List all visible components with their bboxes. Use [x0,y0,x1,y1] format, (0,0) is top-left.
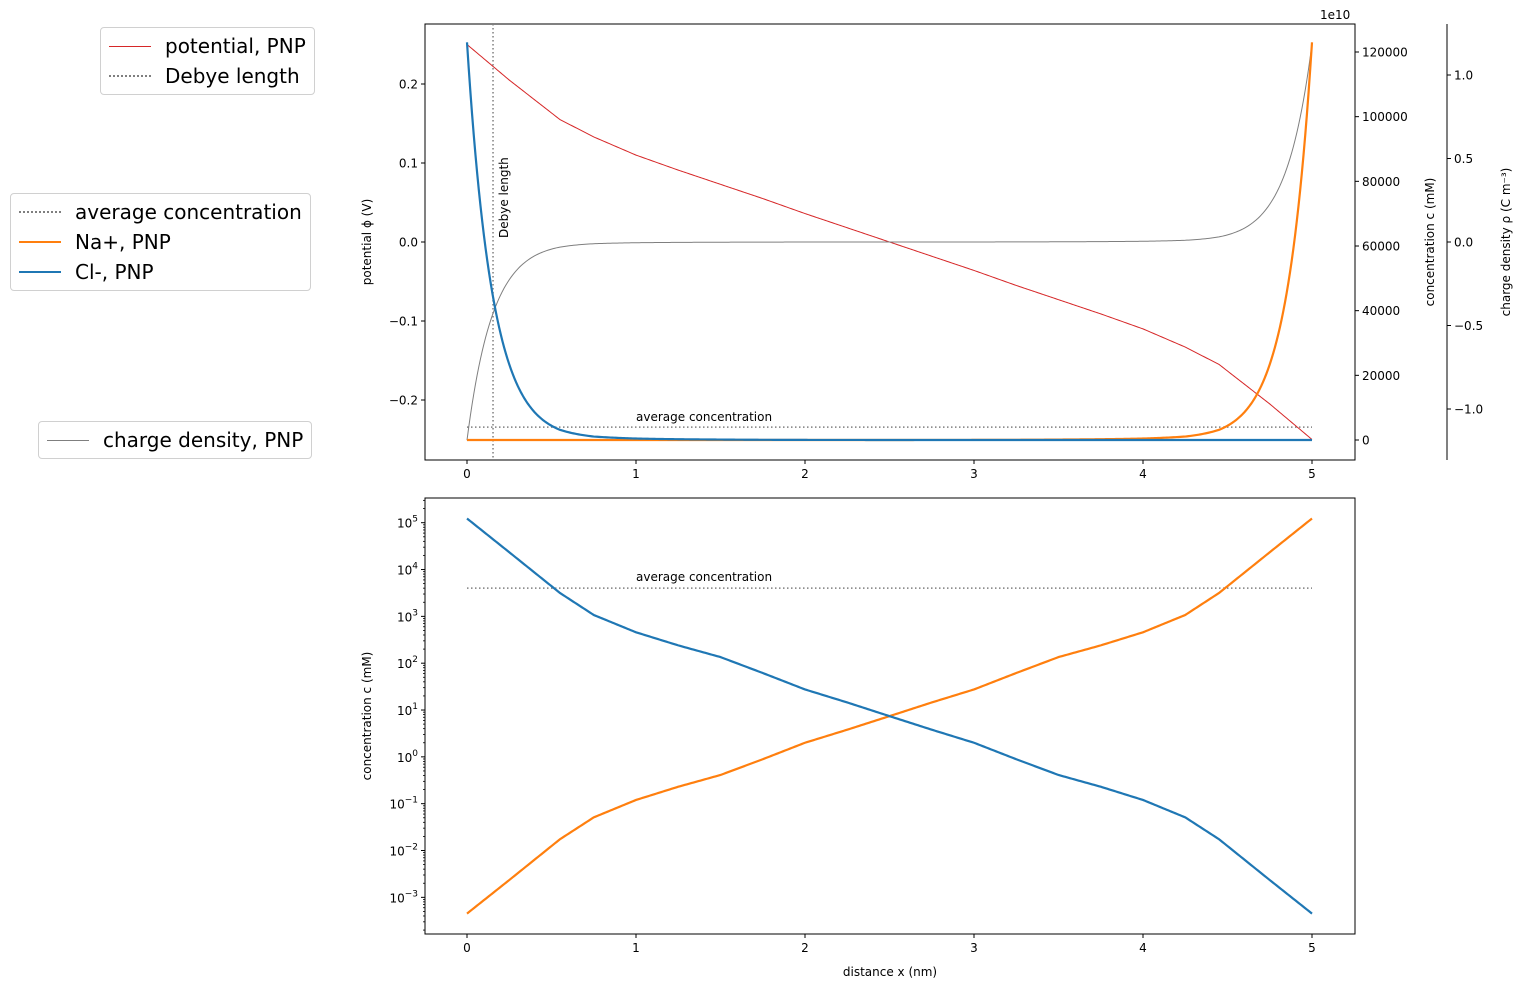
top-panel: 0 1 2 3 4 5 −0.2 −0.1 0.0 0.1 0.2 potential ϕ (V) 0 2… [360,8,1513,481]
log-tick-exponent: −1 [405,796,418,806]
potential-ytick-label: 0.1 [399,157,418,171]
log-tick-base: 10 [397,517,412,531]
potential-ytick-label: −0.2 [389,394,418,408]
log-ytick-label: 105 [397,515,418,531]
top-xtick-label: 2 [801,467,809,481]
concentration-axis-label: concentration c (mM) [1423,178,1437,307]
bottom-xtick-label: 5 [1308,941,1316,955]
legend-entry: potential, PNP [109,31,306,61]
top-xtick-label: 1 [632,467,640,481]
legend-label: Debye length [165,64,300,88]
concentration-ytick-label: 40000 [1362,304,1400,318]
concentration-ytick-label: 60000 [1362,240,1400,254]
debye-length-label: Debye length [497,157,511,238]
top-xtick-label: 4 [1139,467,1147,481]
log-ytick-label: 103 [397,608,418,624]
log-tick-exponent: −2 [405,843,418,853]
legend-label: average concentration [75,200,302,224]
bottom-average-concentration-label: average concentration [636,570,772,584]
legend-swatch [109,45,151,47]
legend-entry: charge density, PNP [47,425,303,455]
legend-swatch [19,211,61,213]
bottom-plot-frame [424,497,1356,935]
legend-entry: Debye length [109,61,306,91]
concentration-ytick-label: 100000 [1362,110,1408,124]
legend-swatch [19,271,61,273]
bottom-concentration-axis-label: concentration c (mM) [360,652,374,781]
log-ytick-label: 102 [397,655,418,671]
charge-density-ytick-label: 0.5 [1454,152,1473,166]
log-tick-exponent: 2 [412,655,418,665]
legend-concentration: average concentration Na+, PNP Cl-, PNP [10,193,311,291]
log-tick-exponent: 4 [412,562,418,572]
log-tick-exponent: −3 [405,889,418,899]
bottom-cl-concentration-line [466,517,1313,915]
na-concentration-line [467,42,1314,442]
log-tick-base: 10 [397,751,412,765]
charge-density-ytick-label: 0.0 [1454,236,1473,250]
concentration-ytick-label: 20000 [1362,369,1400,383]
log-tick-exponent: 0 [412,749,418,759]
log-tick-base: 10 [397,610,412,624]
bottom-xtick-label: 2 [801,941,809,955]
potential-ytick-label: 0.0 [399,236,418,250]
legend-label: charge density, PNP [103,428,304,452]
concentration-ytick-label: 0 [1362,434,1370,448]
top-xtick-label: 3 [970,467,978,481]
legend-entry: Cl-, PNP [19,257,302,287]
concentration-ytick-label: 120000 [1362,46,1408,60]
charge-density-line [466,43,1313,441]
log-tick-base: 10 [397,657,412,671]
log-ytick-label: 10−3 [389,889,418,905]
bottom-xtick-label: 0 [463,941,471,955]
potential-axis-label: potential ϕ (V) [360,199,374,286]
bottom-panel: 0 1 2 3 4 510510410310210110010−110−210−3conc… [360,497,1356,979]
legend-entry: Na+, PNP [19,227,302,257]
log-tick-exponent: 5 [412,515,418,525]
log-tick-base: 10 [389,845,404,859]
legend-charge-density: charge density, PNP [38,421,313,459]
legend-label: Na+, PNP [75,230,171,254]
log-ytick-label: 104 [397,562,418,578]
cl-concentration-line [465,42,1312,442]
charge-density-ytick-label: −1.0 [1454,403,1483,417]
legend-label: potential, PNP [165,34,306,58]
distance-axis-label: distance x (nm) [843,965,937,979]
legend-swatch [109,75,151,77]
bottom-xtick-label: 1 [632,941,640,955]
log-tick-exponent: 1 [412,702,418,712]
log-tick-base: 10 [389,891,404,905]
potential-ytick-label: 0.2 [399,78,418,92]
log-ytick-label: 101 [397,702,418,718]
log-tick-exponent: 3 [412,608,418,618]
top-xtick-label: 5 [1308,467,1316,481]
charge-density-ytick-label: −0.5 [1454,319,1483,333]
legend-label: Cl-, PNP [75,260,154,284]
legend-potential: potential, PNP Debye length [100,27,315,95]
log-tick-base: 10 [389,798,404,812]
log-ytick-label: 10−1 [389,796,418,812]
legend-swatch [19,241,61,243]
log-ytick-label: 100 [397,749,418,765]
charge-density-ytick-label: 1.0 [1454,69,1473,83]
log-tick-base: 10 [397,564,412,578]
bottom-xtick-label: 4 [1139,941,1147,955]
log-tick-base: 10 [397,704,412,718]
legend-entry: average concentration [19,197,302,227]
charge-density-offset-text: 1e10 [1320,8,1350,22]
potential-ytick-label: −0.1 [389,315,418,329]
log-ytick-label: 10−2 [389,843,418,859]
charge-density-axis-label: charge density ρ (C m⁻³) [1499,168,1513,317]
average-concentration-label: average concentration [636,410,772,424]
bottom-xtick-label: 3 [970,941,978,955]
concentration-ytick-label: 80000 [1362,175,1400,189]
legend-swatch [47,439,89,441]
top-xtick-label: 0 [463,467,471,481]
